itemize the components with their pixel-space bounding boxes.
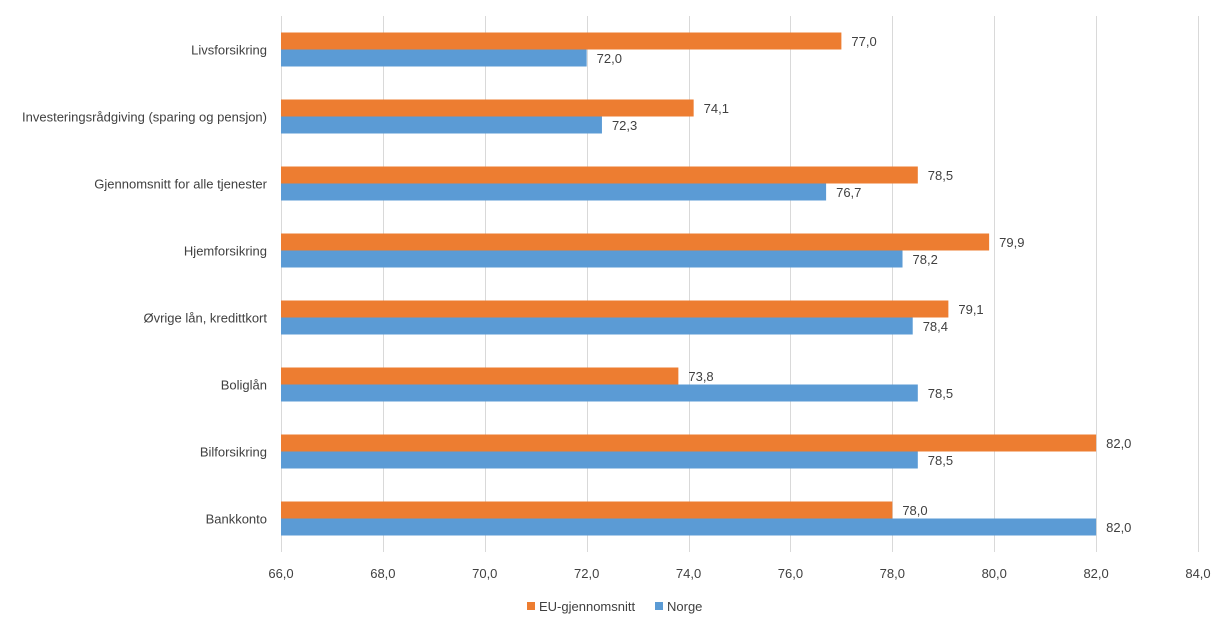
data-label: 77,0: [851, 34, 876, 49]
bar-norge: [281, 116, 602, 134]
x-tick-label: 82,0: [1083, 566, 1108, 581]
legend-label: Norge: [667, 599, 702, 614]
data-label: 72,0: [597, 51, 622, 66]
category-label: Hjemforsikring: [184, 244, 267, 259]
data-label: 78,5: [928, 386, 953, 401]
category-label: Gjennomsnitt for alle tjenester: [94, 177, 267, 192]
data-label: 79,9: [999, 235, 1024, 250]
bar-eu-gjennomsnitt: [281, 99, 694, 117]
data-label: 78,4: [923, 319, 948, 334]
x-tick-label: 66,0: [268, 566, 293, 581]
bar-norge: [281, 451, 918, 469]
x-tick-label: 72,0: [574, 566, 599, 581]
bar-eu-gjennomsnitt: [281, 300, 949, 318]
x-tick-label: 80,0: [982, 566, 1007, 581]
data-label: 79,1: [958, 302, 983, 317]
data-label: 82,0: [1106, 520, 1131, 535]
data-label: 73,8: [688, 369, 713, 384]
legend-label: EU-gjennomsnitt: [539, 599, 635, 614]
category-label: Bilforsikring: [200, 445, 267, 460]
data-labels: 77,0 72,0 74,1 72,3 78,5 76,7 79,9 78,2 79,1 78,4…: [597, 34, 1132, 535]
category-label: Livsforsikring: [191, 43, 267, 58]
bar-norge: [281, 183, 827, 201]
bar-eu-gjennomsnitt: [281, 166, 918, 184]
bar-eu-gjennomsnitt: [281, 233, 990, 251]
bar-norge: [281, 317, 913, 335]
legend: EU-gjennomsnitt Norge: [527, 599, 702, 614]
data-label: 82,0: [1106, 436, 1131, 451]
data-label: 72,3: [612, 118, 637, 133]
x-tick-label: 68,0: [370, 566, 395, 581]
data-label: 78,5: [928, 453, 953, 468]
x-tick-label: 78,0: [880, 566, 905, 581]
x-tick-label: 76,0: [778, 566, 803, 581]
bar-eu-gjennomsnitt: [281, 367, 679, 385]
bar-norge: [281, 49, 587, 67]
bar-norge: [281, 518, 1097, 536]
bar-eu-gjennomsnitt: [281, 32, 842, 50]
bar-norge: [281, 384, 918, 402]
category-label: Investeringsrådgiving (sparing og pensjo…: [22, 110, 267, 125]
data-label: 78,2: [913, 252, 938, 267]
data-label: 74,1: [704, 101, 729, 116]
data-label: 78,5: [928, 168, 953, 183]
x-tick-label: 84,0: [1185, 566, 1210, 581]
x-tick-label: 70,0: [472, 566, 497, 581]
category-label: Øvrige lån, kredittkort: [143, 311, 267, 326]
x-tick-labels: 66,0 68,0 70,0 72,0 74,0 76,0 78,0 80,0 82,0 84,0: [268, 566, 1210, 581]
data-label: 78,0: [902, 503, 927, 518]
data-label: 76,7: [836, 185, 861, 200]
legend-swatch-norge: [655, 602, 663, 610]
bars: [281, 32, 1097, 536]
bar-eu-gjennomsnitt: [281, 434, 1097, 452]
category-labels: Livsforsikring Investeringsrådgiving (spa…: [22, 43, 268, 527]
bar-norge: [281, 250, 903, 268]
grid-lines: [281, 16, 1199, 552]
x-tick-label: 74,0: [676, 566, 701, 581]
legend-swatch-eu-gjennomsnitt: [527, 602, 535, 610]
category-label: Bankkonto: [206, 512, 267, 527]
category-label: Boliglån: [221, 378, 267, 393]
bar-eu-gjennomsnitt: [281, 501, 893, 519]
